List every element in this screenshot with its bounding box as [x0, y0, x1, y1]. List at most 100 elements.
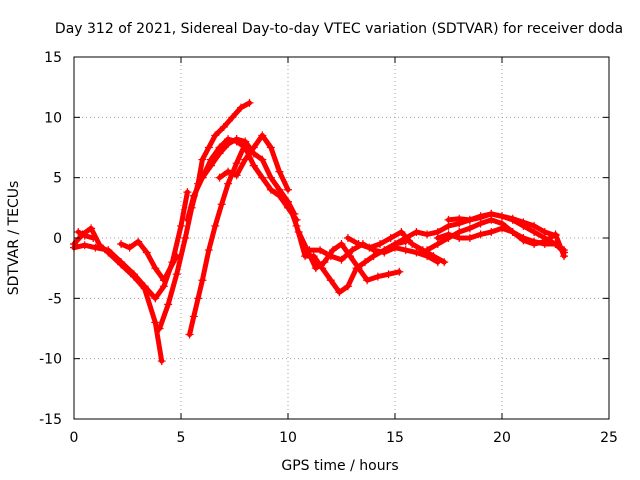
- data-point: [465, 215, 474, 224]
- data-point: [117, 240, 126, 249]
- data-point: [181, 234, 190, 242]
- data-point: [151, 318, 160, 327]
- data-point: [551, 231, 560, 240]
- y-tick-label: 10: [44, 110, 62, 126]
- data-point: [498, 212, 506, 221]
- data-point: [258, 173, 267, 182]
- data-point: [476, 213, 485, 222]
- data-point: [224, 135, 233, 144]
- data-point: [386, 234, 395, 242]
- data-point: [455, 234, 464, 242]
- data-point: [275, 191, 284, 200]
- y-tick-label: -10: [39, 352, 62, 368]
- data-point: [440, 258, 449, 267]
- data-point: [354, 240, 363, 249]
- data-point: [198, 276, 207, 285]
- data-point: [391, 240, 399, 249]
- data-point: [498, 224, 506, 233]
- data-point: [134, 237, 143, 246]
- data-point: [228, 113, 237, 122]
- data-point: [142, 248, 151, 257]
- data-point: [198, 155, 207, 164]
- x-tick-label: 25: [600, 430, 618, 446]
- ticks: 0 5 10 15 20 25 -15 -10 -5 0 5 10 15: [39, 50, 618, 446]
- data-point: [412, 227, 421, 236]
- data-point: [211, 221, 220, 230]
- data-point: [508, 214, 517, 223]
- data-point: [91, 243, 100, 252]
- data-point: [183, 215, 192, 224]
- data-point: [159, 276, 168, 285]
- data-point: [232, 159, 241, 168]
- series-arc-3: [74, 227, 98, 242]
- x-tick-label: 15: [386, 430, 404, 446]
- data-point: [232, 171, 241, 180]
- data-point: [335, 288, 344, 297]
- y-axis-label: SDTVAR / TECUs: [6, 181, 22, 296]
- data-point: [164, 300, 173, 309]
- data-point: [204, 143, 213, 152]
- data-point: [395, 267, 404, 276]
- chart-title: Day 312 of 2021, Sidereal Day-to-day VTE…: [55, 21, 623, 37]
- data-point: [429, 252, 438, 261]
- data-point: [343, 234, 352, 242]
- data-point: [129, 270, 138, 279]
- data-point: [305, 246, 314, 255]
- data-point: [519, 218, 528, 227]
- data-point: [183, 188, 192, 197]
- data-point: [284, 185, 292, 194]
- data-point: [337, 255, 346, 264]
- data-point: [326, 276, 335, 285]
- data-point: [423, 230, 432, 239]
- data-point: [241, 155, 250, 164]
- data-point: [204, 246, 213, 255]
- data-point: [245, 98, 254, 107]
- data-point: [397, 227, 406, 236]
- data-point: [465, 224, 474, 233]
- data-point: [508, 227, 517, 236]
- x-tick-label: 20: [493, 430, 511, 446]
- data-point: [155, 324, 164, 333]
- y-tick-label: 5: [53, 171, 62, 187]
- data-point: [320, 258, 329, 267]
- data-point: [80, 231, 89, 240]
- data-point: [125, 243, 134, 252]
- series-trace: [345, 229, 447, 265]
- series-arc-13: [343, 227, 449, 267]
- series-arc-9: [215, 131, 292, 194]
- data-point: [487, 227, 496, 236]
- data-point: [292, 221, 301, 230]
- data-point: [423, 246, 432, 255]
- data-point: [465, 234, 474, 242]
- data-point: [316, 246, 325, 255]
- data-point: [444, 230, 453, 239]
- series-arc-11: [294, 227, 404, 285]
- data-point: [185, 330, 194, 339]
- data-point: [177, 221, 185, 230]
- x-axis-label: GPS time / hours: [281, 458, 398, 474]
- data-point: [412, 248, 421, 257]
- data-point: [215, 173, 224, 182]
- x-tick-label: 5: [177, 430, 186, 446]
- data-point: [249, 161, 258, 170]
- data-point: [408, 240, 417, 249]
- data-point: [376, 240, 385, 249]
- data-point: [117, 258, 126, 267]
- data-point: [348, 246, 357, 255]
- data-point: [80, 241, 89, 250]
- data-point: [487, 209, 496, 218]
- y-tick-label: -5: [48, 291, 62, 307]
- data-point: [275, 167, 284, 176]
- data-point: [444, 215, 453, 224]
- data-point: [104, 246, 113, 255]
- data-point: [236, 103, 245, 112]
- data-point: [540, 227, 549, 236]
- data-point: [224, 179, 233, 188]
- data-point: [151, 264, 160, 273]
- data-point: [189, 312, 198, 321]
- data-point: [519, 236, 528, 245]
- data-point: [241, 143, 250, 152]
- data-point: [530, 221, 539, 230]
- data-point: [232, 137, 241, 146]
- data-point: [363, 276, 372, 285]
